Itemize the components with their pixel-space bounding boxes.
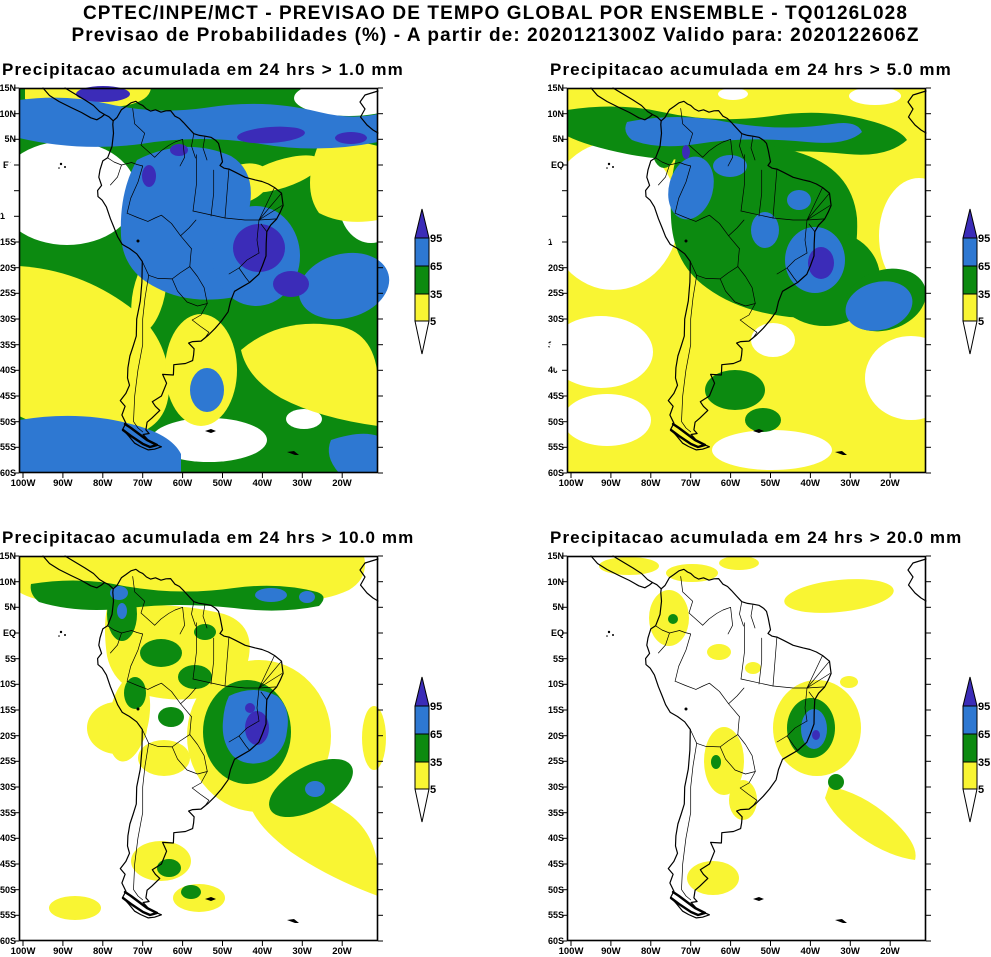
- colorbar-label-95: 95: [430, 233, 442, 245]
- precip-map-20mm: [560, 554, 933, 948]
- precip-map-5mm: [547, 86, 959, 480]
- probability-field: [547, 87, 959, 473]
- lon-axis-labels: 100W 90W 80W 70W 60W 50W 40W 30W 20W: [10, 946, 352, 957]
- colorbar-label-65: 65: [430, 261, 442, 273]
- precip-map-10mm: [12, 554, 386, 948]
- colorbar-label-5: 5: [978, 784, 984, 796]
- colorbar-label-65: 65: [978, 261, 990, 273]
- header-subtitle: Previsao de Probabilidades (%) - A parti…: [71, 25, 920, 46]
- colorbar-arrow-bottom: [414, 788, 430, 823]
- colorbar-arrow-top: [414, 208, 430, 239]
- colorbar-label-65: 65: [430, 729, 442, 741]
- panel-title: Precipitacao acumulada em 24 hrs > 20.0 …: [550, 528, 963, 547]
- colorbar-label-35: 35: [978, 757, 990, 769]
- colorbar-label-65: 65: [978, 729, 990, 741]
- colorbar-label-35: 35: [430, 289, 442, 301]
- panel-precip-gt-20mm: Precipitacao acumulada em 24 hrs > 20.0 …: [547, 528, 991, 957]
- probability-field: [19, 556, 386, 941]
- colorbar-arrow-bottom: [962, 320, 978, 355]
- lat-axis-labels: 15N10N5NEQ5S10S15S20S25S30S35S40S45S50S5…: [0, 83, 16, 478]
- panel-title: Precipitacao acumulada em 24 hrs > 10.0 …: [2, 528, 415, 547]
- lat-axis-labels: 15N10N5NEQ5S10S15S20S25S30S35S40S45S50S5…: [547, 83, 564, 478]
- panel-precip-gt-10mm: Precipitacao acumulada em 24 hrs > 10.0 …: [0, 528, 462, 957]
- colorbar-label-5: 5: [430, 784, 436, 796]
- panel-precip-gt-5mm: Precipitacao acumulada em 24 hrs > 5.0 m…: [547, 60, 991, 498]
- panel-title: Precipitacao acumulada em 24 hrs > 5.0 m…: [550, 60, 952, 79]
- probability-colorbar: 95 65 35 5: [414, 208, 442, 355]
- colorbar-label-95: 95: [430, 701, 442, 713]
- colorbar-label-35: 35: [978, 289, 990, 301]
- colorbar-label-5: 5: [978, 316, 984, 328]
- probability-colorbar: 95 65 35 5: [962, 676, 990, 823]
- colorbar-arrow-top: [962, 208, 978, 239]
- colorbar-arrow-bottom: [414, 320, 430, 355]
- colorbar-label-95: 95: [978, 233, 990, 245]
- map-wrap: 15N10N5NEQ5S10S15S20S25S30S35S40S45S50S5…: [547, 83, 991, 493]
- map-wrap: 15N10N5NEQ5S10S15S20S25S30S35S40S45S50S5…: [0, 80, 462, 493]
- colorbar-arrow-top: [414, 676, 430, 707]
- panel-precip-gt-1mm: Precipitacao acumulada em 24 hrs > 1.0 m…: [0, 60, 462, 498]
- colorbar-arrow-top: [962, 676, 978, 707]
- probability-field: [567, 556, 926, 941]
- lon-axis-labels: 100W 90W 80W 70W 60W 50W 40W 30W 20W: [558, 478, 900, 489]
- colorbar-label-95: 95: [978, 701, 990, 713]
- panel-title: Precipitacao acumulada em 24 hrs > 1.0 m…: [2, 60, 404, 79]
- probability-colorbar: 95 65 35 5: [962, 208, 990, 355]
- probability-field: [0, 80, 404, 473]
- lon-axis-labels: 100W 90W 80W 70W 60W 50W 40W 30W 20W: [558, 946, 900, 957]
- lon-axis-labels: 100W 90W 80W 70W 60W 50W 40W 30W 20W: [10, 478, 352, 489]
- colorbar-label-35: 35: [430, 757, 442, 769]
- probability-colorbar: 95 65 35 5: [414, 676, 442, 823]
- header-title: CPTEC/INPE/MCT - PREVISAO DE TEMPO GLOBA…: [82, 3, 909, 24]
- colorbar-arrow-bottom: [962, 788, 978, 823]
- precip-map-1mm: [0, 80, 404, 480]
- colorbar-label-5: 5: [430, 316, 436, 328]
